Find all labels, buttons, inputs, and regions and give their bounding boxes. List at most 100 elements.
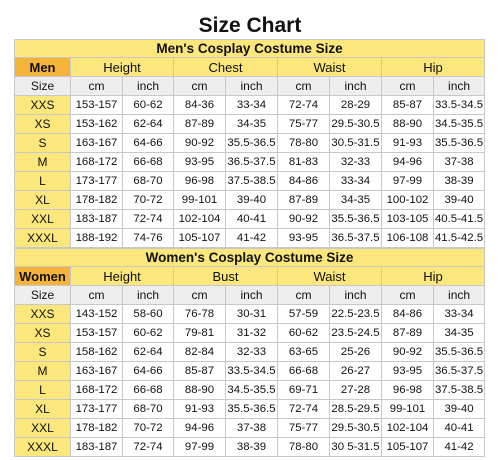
group-header-waist: Waist	[277, 57, 382, 77]
measurement-cell: 62-64	[122, 114, 174, 134]
measurement-cell: 183-187	[70, 209, 123, 229]
measurement-cell: 97-99	[173, 437, 226, 457]
measurement-cell: 64-66	[122, 361, 174, 381]
measurement-cell: 69-71	[277, 380, 330, 400]
measurement-cell: 163-167	[70, 361, 123, 381]
measurement-cell: 178-182	[70, 190, 123, 210]
measurement-cell: 35.5-36.5	[225, 133, 278, 153]
measurement-cell: 58-60	[122, 304, 174, 324]
measurement-cell: 163-167	[70, 133, 123, 153]
measurement-cell: 90-92	[381, 342, 434, 362]
table-banner-row: Women's Cosplay Costume Size	[13, 248, 486, 267]
measurement-cell: 37.5-38.5	[225, 171, 278, 191]
measurement-cell: 22.5-23.5	[329, 304, 382, 324]
unit-header-cm: cm	[70, 76, 123, 96]
measurement-cell: 85-87	[173, 361, 226, 381]
measurement-cell: 28-29	[329, 95, 382, 115]
measurement-cell: 40-41	[432, 418, 486, 438]
measurement-cell: 105-107	[173, 228, 226, 248]
measurement-cell: 36.5-37.5	[432, 361, 486, 381]
table-row: M 168-172 66-68 93-95 36.5-37.5 81-83 32-33 94-…	[14, 152, 486, 172]
measurement-cell: 99-101	[381, 399, 434, 419]
unit-header-cm: cm	[381, 76, 434, 96]
size-name-cell: L	[14, 171, 71, 191]
table-title: Women's Cosplay Costume Size	[13, 248, 486, 267]
measurement-cell: 91-93	[381, 133, 434, 153]
measurement-cell: 28.5-29.5	[329, 399, 382, 419]
gender-label: Women	[14, 266, 71, 286]
women-size-table: Women's Cosplay Costume Size Women Height B…	[13, 248, 486, 457]
measurement-cell: 32-33	[329, 152, 382, 172]
measurement-cell: 173-177	[70, 399, 123, 419]
table-row: XXS 153-157 60-62 84-36 33-34 72-74 28-29 85-87…	[14, 95, 486, 115]
table-row: XXXL 188-192 74-76 105-107 41-42 93-95 36.5-37…	[14, 228, 486, 248]
measurement-cell: 34-35	[329, 190, 382, 210]
measurement-cell: 106-108	[381, 228, 434, 248]
measurement-cell: 70-72	[122, 190, 174, 210]
measurement-cell: 34.5-35.5	[432, 114, 486, 134]
measurement-cell: 38-39	[432, 171, 486, 191]
table-row: XS 153-157 60-62 79-81 31-32 60-62 23.5-24.5 87…	[14, 323, 486, 343]
measurement-cell: 41.5-42.5	[432, 228, 486, 248]
measurement-cell: 183-187	[70, 437, 123, 457]
unit-header-cm: cm	[173, 285, 226, 305]
measurement-cell: 94-96	[381, 152, 434, 172]
measurement-cell: 37-38	[432, 152, 486, 172]
table-title: Men's Cosplay Costume Size	[13, 39, 486, 58]
unit-header-cm: cm	[277, 285, 330, 305]
measurement-cell: 25-26	[329, 342, 382, 362]
measurement-cell: 74-76	[122, 228, 174, 248]
size-name-cell: XXS	[14, 95, 71, 115]
measurement-cell: 88-90	[381, 114, 434, 134]
measurement-cell: 96-98	[173, 171, 226, 191]
measurement-cell: 68-70	[122, 399, 174, 419]
group-header-height: Height	[70, 266, 174, 286]
measurement-cell: 33-34	[432, 304, 486, 324]
size-name-cell: L	[14, 380, 71, 400]
measurement-cell: 102-104	[381, 418, 434, 438]
measurement-cell: 31-32	[225, 323, 278, 343]
measurement-cell: 26-27	[329, 361, 382, 381]
measurement-cell: 93-95	[277, 228, 330, 248]
table-row: S 163-167 64-66 90-92 35.5-36.5 78-80 30.5-31.…	[14, 133, 486, 153]
measurement-cell: 75-77	[277, 114, 330, 134]
unit-header-cm: cm	[70, 285, 123, 305]
unit-header-inch: inch	[329, 76, 382, 96]
measurement-cell: 34.5-35.5	[225, 380, 278, 400]
unit-header-inch: inch	[432, 285, 486, 305]
group-header-hip: Hip	[380, 57, 486, 77]
table-row: XXS 143-152 58-60 76-78 30-31 57-59 22.5-23.5 8…	[14, 304, 486, 324]
unit-header-inch: inch	[329, 285, 382, 305]
measurement-cell: 57-59	[277, 304, 330, 324]
measurement-cell: 33-34	[329, 171, 382, 191]
measurement-cell: 64-66	[122, 133, 174, 153]
measurement-cell: 41-42	[225, 228, 278, 248]
measurement-cell: 90-92	[277, 209, 330, 229]
unit-header-cm: cm	[381, 285, 434, 305]
size-name-cell: XS	[14, 114, 71, 134]
table-row: XXL 178-182 70-72 94-96 37-38 75-77 29.5-30.5 1…	[14, 418, 486, 438]
group-header-height: Height	[70, 57, 174, 77]
measurement-cell: 188-192	[70, 228, 123, 248]
measurement-cell: 60-62	[122, 323, 174, 343]
unit-header-inch: inch	[122, 76, 174, 96]
measurement-cell: 76-78	[173, 304, 226, 324]
measurement-cell: 84-86	[381, 304, 434, 324]
measurement-cell: 75-77	[277, 418, 330, 438]
measurement-cell: 87-89	[277, 190, 330, 210]
table-banner-row: Men's Cosplay Costume Size	[13, 39, 486, 58]
size-name-cell: XL	[14, 190, 71, 210]
measurement-cell: 39-40	[432, 190, 486, 210]
measurement-cell: 40-41	[225, 209, 278, 229]
measurement-cell: 66-68	[277, 361, 330, 381]
size-name-cell: XXXL	[14, 437, 71, 457]
measurement-cell: 178-182	[70, 418, 123, 438]
table-row: XXL 183-187 72-74 102-104 40-41 90-92 35.5-36.…	[14, 209, 486, 229]
unit-header-inch: inch	[225, 76, 278, 96]
measurement-cell: 30 5-31.5	[329, 437, 382, 457]
measurement-cell: 153-162	[70, 114, 123, 134]
measurement-cell: 29.5-30.5	[329, 114, 382, 134]
measurement-cell: 97-99	[381, 171, 434, 191]
measurement-cell: 168-172	[70, 152, 123, 172]
size-column-header: Size	[14, 76, 71, 96]
